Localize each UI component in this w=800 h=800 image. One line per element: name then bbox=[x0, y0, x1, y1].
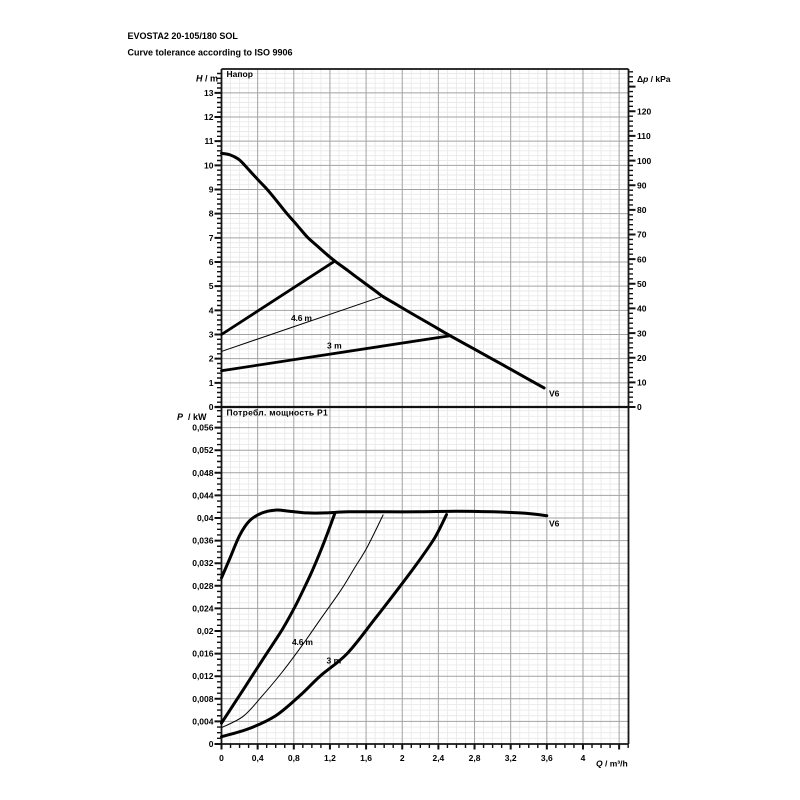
svg-text:EVOSTA2 20-105/180 SOL: EVOSTA2 20-105/180 SOL bbox=[128, 31, 239, 41]
svg-text:60: 60 bbox=[637, 254, 647, 264]
svg-text:10: 10 bbox=[204, 160, 214, 170]
svg-text:Напор: Напор bbox=[227, 69, 253, 79]
svg-text:7: 7 bbox=[209, 233, 214, 243]
svg-text:2,4: 2,4 bbox=[432, 753, 444, 763]
svg-text:2: 2 bbox=[209, 354, 214, 364]
svg-text:0,02: 0,02 bbox=[197, 626, 214, 636]
svg-text:V6: V6 bbox=[549, 389, 560, 399]
svg-text:13: 13 bbox=[204, 88, 214, 98]
svg-text:3 m: 3 m bbox=[327, 341, 342, 351]
svg-text:2: 2 bbox=[400, 753, 405, 763]
svg-text:12: 12 bbox=[204, 112, 214, 122]
svg-text:V6: V6 bbox=[549, 519, 560, 529]
svg-text:40: 40 bbox=[637, 304, 647, 314]
svg-text:0,008: 0,008 bbox=[192, 694, 214, 704]
svg-text:70: 70 bbox=[637, 230, 647, 240]
svg-text:3,2: 3,2 bbox=[505, 753, 517, 763]
svg-text:0,004: 0,004 bbox=[192, 716, 214, 726]
svg-text:4.6 m: 4.6 m bbox=[291, 313, 312, 323]
svg-text:10: 10 bbox=[637, 378, 647, 388]
svg-text:8: 8 bbox=[209, 209, 214, 219]
svg-text:6: 6 bbox=[209, 257, 214, 267]
svg-text:110: 110 bbox=[637, 131, 651, 141]
svg-text:0: 0 bbox=[637, 402, 642, 412]
svg-text:11: 11 bbox=[205, 136, 214, 146]
svg-text:1,2: 1,2 bbox=[324, 753, 336, 763]
svg-text:0,04: 0,04 bbox=[197, 513, 214, 523]
svg-text:0,012: 0,012 bbox=[192, 671, 214, 681]
svg-text:90: 90 bbox=[637, 180, 647, 190]
svg-text:0,024: 0,024 bbox=[192, 603, 214, 613]
svg-text:1: 1 bbox=[209, 378, 214, 388]
svg-text:5: 5 bbox=[209, 281, 214, 291]
svg-text:20: 20 bbox=[637, 353, 647, 363]
svg-text:30: 30 bbox=[637, 328, 647, 338]
svg-text:1,6: 1,6 bbox=[360, 753, 372, 763]
svg-text:0: 0 bbox=[219, 753, 224, 763]
svg-text:0,052: 0,052 bbox=[192, 445, 214, 455]
svg-text:0,028: 0,028 bbox=[192, 581, 214, 591]
svg-text:0,036: 0,036 bbox=[192, 536, 214, 546]
svg-text:2,8: 2,8 bbox=[469, 753, 481, 763]
svg-text:9: 9 bbox=[209, 185, 214, 195]
svg-text:3 m: 3 m bbox=[327, 656, 342, 666]
svg-text:4: 4 bbox=[209, 305, 214, 315]
svg-text:P / kW: P / kW bbox=[177, 412, 207, 422]
svg-text:0,044: 0,044 bbox=[192, 490, 214, 500]
svg-text:Δp / kPa: Δp / kPa bbox=[637, 74, 671, 84]
svg-text:3,6: 3,6 bbox=[541, 753, 553, 763]
svg-text:H / m: H / m bbox=[196, 74, 218, 84]
svg-text:Q / m³/h: Q / m³/h bbox=[596, 759, 628, 769]
svg-text:0,016: 0,016 bbox=[192, 649, 214, 659]
svg-text:0: 0 bbox=[209, 739, 214, 749]
svg-text:Потребл. мощность P1: Потребл. мощность P1 bbox=[227, 408, 328, 418]
svg-text:3: 3 bbox=[209, 330, 214, 340]
svg-text:Curve tolerance according to I: Curve tolerance according to ISO 9906 bbox=[128, 48, 293, 58]
svg-text:80: 80 bbox=[637, 205, 647, 215]
svg-text:0: 0 bbox=[209, 402, 214, 412]
svg-text:120: 120 bbox=[637, 106, 651, 116]
svg-text:0,4: 0,4 bbox=[252, 753, 264, 763]
svg-text:100: 100 bbox=[637, 156, 651, 166]
svg-text:50: 50 bbox=[637, 279, 647, 289]
svg-text:0,8: 0,8 bbox=[288, 753, 300, 763]
svg-text:0,056: 0,056 bbox=[192, 423, 214, 433]
svg-text:0,048: 0,048 bbox=[192, 468, 214, 478]
svg-text:0,032: 0,032 bbox=[192, 558, 214, 568]
svg-text:4.6 m: 4.6 m bbox=[292, 637, 313, 647]
svg-text:4: 4 bbox=[581, 753, 586, 763]
